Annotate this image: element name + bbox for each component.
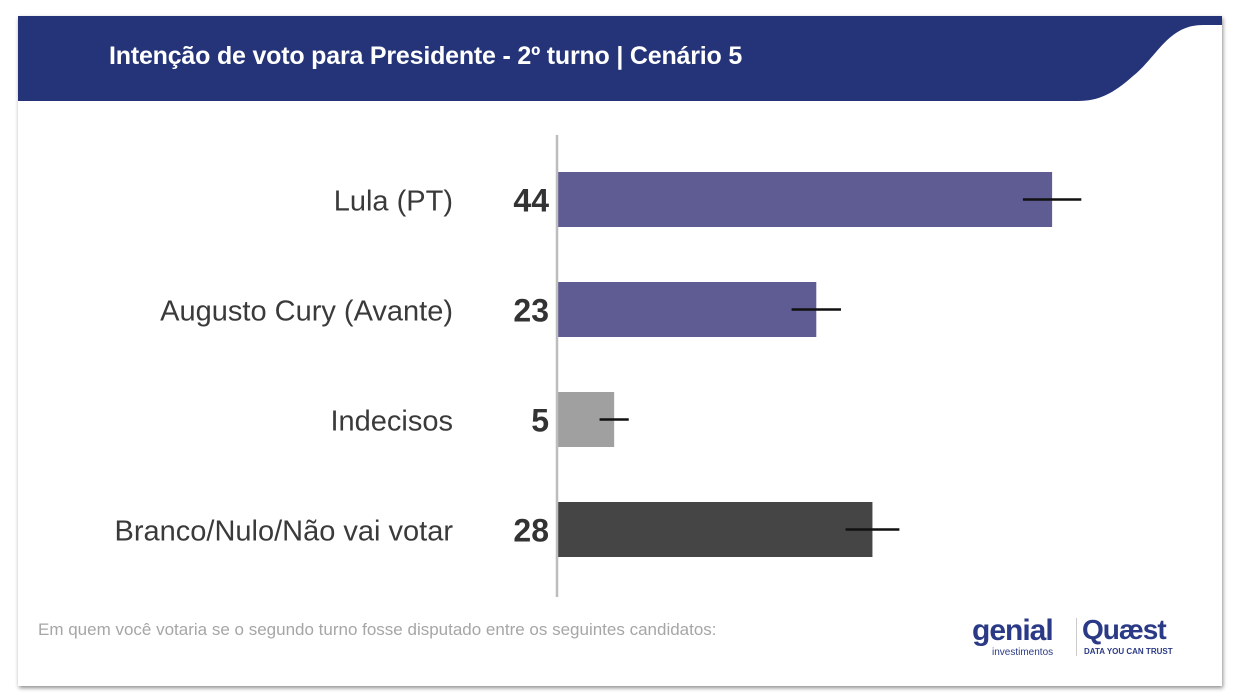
bar [558, 502, 873, 557]
header-banner [18, 16, 1222, 101]
bar [558, 282, 817, 337]
category-label: Lula (PT) [334, 186, 453, 218]
footnote: Em quem você votaria se o segundo turno … [38, 620, 717, 639]
logos: genial investimentos Quæst DATA YOU CAN … [972, 612, 1182, 662]
category-label: Augusto Cury (Avante) [160, 296, 453, 328]
data-label: 28 [513, 513, 549, 549]
quaest-logo-sub: DATA YOU CAN TRUST [1084, 647, 1173, 656]
data-label: 44 [513, 183, 549, 219]
slide: Intenção de voto para Presidente - 2º tu… [18, 16, 1222, 686]
category-label: Branco/Nulo/Não vai votar [115, 516, 454, 548]
logo-divider [1076, 618, 1077, 656]
genial-logo-sub: investimentos [992, 647, 1054, 658]
genial-logo: genial [972, 614, 1054, 647]
data-label: 5 [531, 403, 549, 439]
bar [558, 172, 1053, 227]
category-label: Indecisos [330, 406, 453, 438]
quaest-logo: Quæst [1082, 614, 1167, 645]
chart-title: Intenção de voto para Presidente - 2º tu… [109, 42, 743, 70]
data-label: 23 [513, 293, 549, 329]
